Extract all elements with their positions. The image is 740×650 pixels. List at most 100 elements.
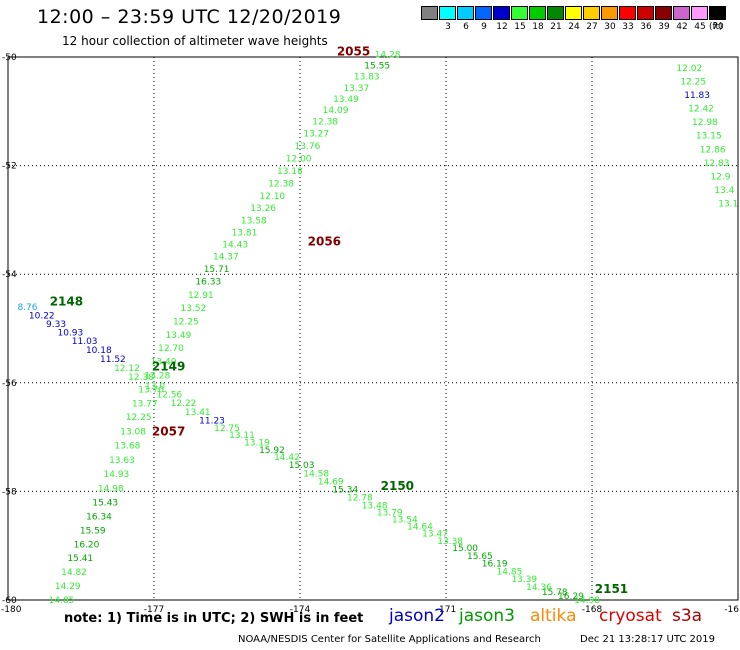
scale-label: 21 [550, 22, 562, 32]
scale-swatch [475, 6, 492, 20]
swh-value: 16.34 [86, 512, 112, 522]
lat-tick-label: -50 [2, 53, 17, 63]
lon-tick-label: -180 [1, 605, 22, 615]
swh-value: 11.03 [72, 337, 98, 347]
pass-time-label: 2055 [337, 45, 370, 59]
satellite-legend-jason2: jason2 [389, 606, 445, 626]
swh-value: 14.85 [497, 567, 523, 577]
swh-value: 13.41 [185, 408, 211, 418]
swh-value: 14.69 [318, 477, 344, 487]
swh-value: 11.52 [100, 355, 126, 365]
lat-tick-label: -54 [2, 270, 17, 280]
swh-value: 15.34 [332, 486, 358, 496]
scale-label: 45 [694, 22, 706, 32]
swh-value: 13.79 [377, 508, 403, 518]
scale-swatch [619, 6, 636, 20]
lat-tick-label: -52 [2, 162, 17, 172]
swh-value: 14.98 [98, 484, 124, 494]
swh-value: 13.49 [166, 331, 192, 341]
scale-unit: (ft) [709, 22, 723, 32]
satellite-legend-altika: altika [530, 606, 577, 626]
swh-value: 10.93 [57, 329, 83, 339]
swh-value: 16.19 [482, 560, 508, 570]
swh-value: 12.56 [156, 391, 182, 401]
scale-label: 3 [445, 22, 451, 32]
swh-value: 12.83 [704, 159, 730, 169]
swh-value: 13.27 [303, 130, 329, 140]
swh-value: 13.15 [696, 132, 722, 142]
scale-swatch [511, 6, 528, 20]
pass-time-label: 2150 [381, 479, 414, 493]
scale-swatch [421, 6, 438, 20]
swh-value: 13.58 [241, 216, 267, 226]
scale-label: 9 [481, 22, 487, 32]
note-text: note: 1) Time is in UTC; 2) SWH is in fe… [64, 611, 364, 626]
swh-value: 13.08 [120, 427, 146, 437]
swh-value: 15.71 [204, 265, 230, 275]
satellite-legend-s3a: s3a [672, 606, 703, 626]
map-subtitle: 12 hour collection of altimeter wave hei… [62, 34, 328, 48]
scale-label: 24 [568, 22, 580, 32]
swh-value: 14.36 [526, 583, 552, 593]
swh-value: 13.68 [115, 442, 141, 452]
swh-value: 13.77 [132, 399, 158, 409]
swh-value: 13.47 [422, 530, 448, 540]
swh-value: 15.41 [67, 554, 93, 564]
swh-value: 13.26 [250, 204, 276, 214]
satellite-legend-jason3: jason3 [459, 606, 515, 626]
swh-value: 10.22 [29, 311, 55, 321]
scale-label: 12 [496, 22, 508, 32]
swh-value: 12.78 [347, 494, 373, 504]
swh-value: 12.91 [188, 291, 214, 301]
swh-value: 15.00 [452, 544, 478, 554]
swh-value: 12.10 [259, 192, 285, 202]
swh-value: 12.42 [688, 105, 714, 115]
swh-value: 12.38 [128, 373, 154, 383]
swh-value: 12.25 [126, 413, 152, 423]
swh-value: 15.59 [80, 526, 106, 536]
scale-swatch [439, 6, 456, 20]
swh-value: 12.75 [214, 424, 240, 434]
swh-value: 13.37 [343, 84, 369, 94]
lat-tick-label: -58 [2, 487, 17, 497]
swh-value: 13.48 [362, 501, 388, 511]
swh-value: 13.63 [109, 456, 135, 466]
scale-swatch [673, 6, 690, 20]
map-gridlines [8, 57, 738, 600]
swh-value: 15.03 [289, 461, 315, 471]
swh-value: 15.92 [259, 446, 285, 456]
swh-value: 11.83 [684, 91, 710, 101]
lat-tick-label: -56 [2, 379, 17, 389]
lon-tick-label: -16 [724, 605, 739, 615]
credit-text: NOAA/NESDIS Center for Satellite Applica… [238, 634, 541, 645]
swh-value: 14.85 [49, 596, 75, 606]
scale-label: 70 [712, 22, 724, 32]
pass-time-label: 2056 [308, 235, 341, 249]
swh-value: 13.52 [180, 304, 206, 314]
scale-label: 18 [532, 22, 544, 32]
swh-value: 14.98 [574, 596, 600, 606]
swh-value: 12.25 [680, 77, 706, 87]
swh-value: 13.83 [354, 73, 380, 83]
swh-value: 15.55 [364, 61, 390, 71]
swh-value: 12.00 [286, 155, 312, 165]
swh-value: 14.29 [55, 582, 81, 592]
swh-value: 12.9 [710, 172, 730, 182]
timestamp: Dec 21 13:28:17 UTC 2019 [580, 634, 715, 645]
scale-label: 36 [640, 22, 652, 32]
swh-value: 8.76 [17, 303, 37, 313]
scale-label: 33 [622, 22, 634, 32]
axis-labels: -180 -177 -174 -171 -168 -16 -50 -52 -54 -56 -58 -6… [1, 53, 739, 615]
map-title: 12:00 – 23:59 UTC 12/20/2019 [37, 6, 342, 28]
swh-value: 12.98 [692, 118, 718, 128]
scale-swatch [493, 6, 510, 20]
swh-value: 12.86 [700, 145, 726, 155]
swh-value: 13.0 [145, 382, 165, 392]
scale-label: 6 [463, 22, 469, 32]
scale-label: 39 [658, 22, 670, 32]
swh-value: 13.81 [232, 228, 258, 238]
lon-tick-label: -171 [436, 605, 456, 615]
lon-tick-label: -174 [290, 605, 311, 615]
lat-tick-label: -60 [2, 596, 17, 606]
scale-swatch [691, 6, 708, 20]
